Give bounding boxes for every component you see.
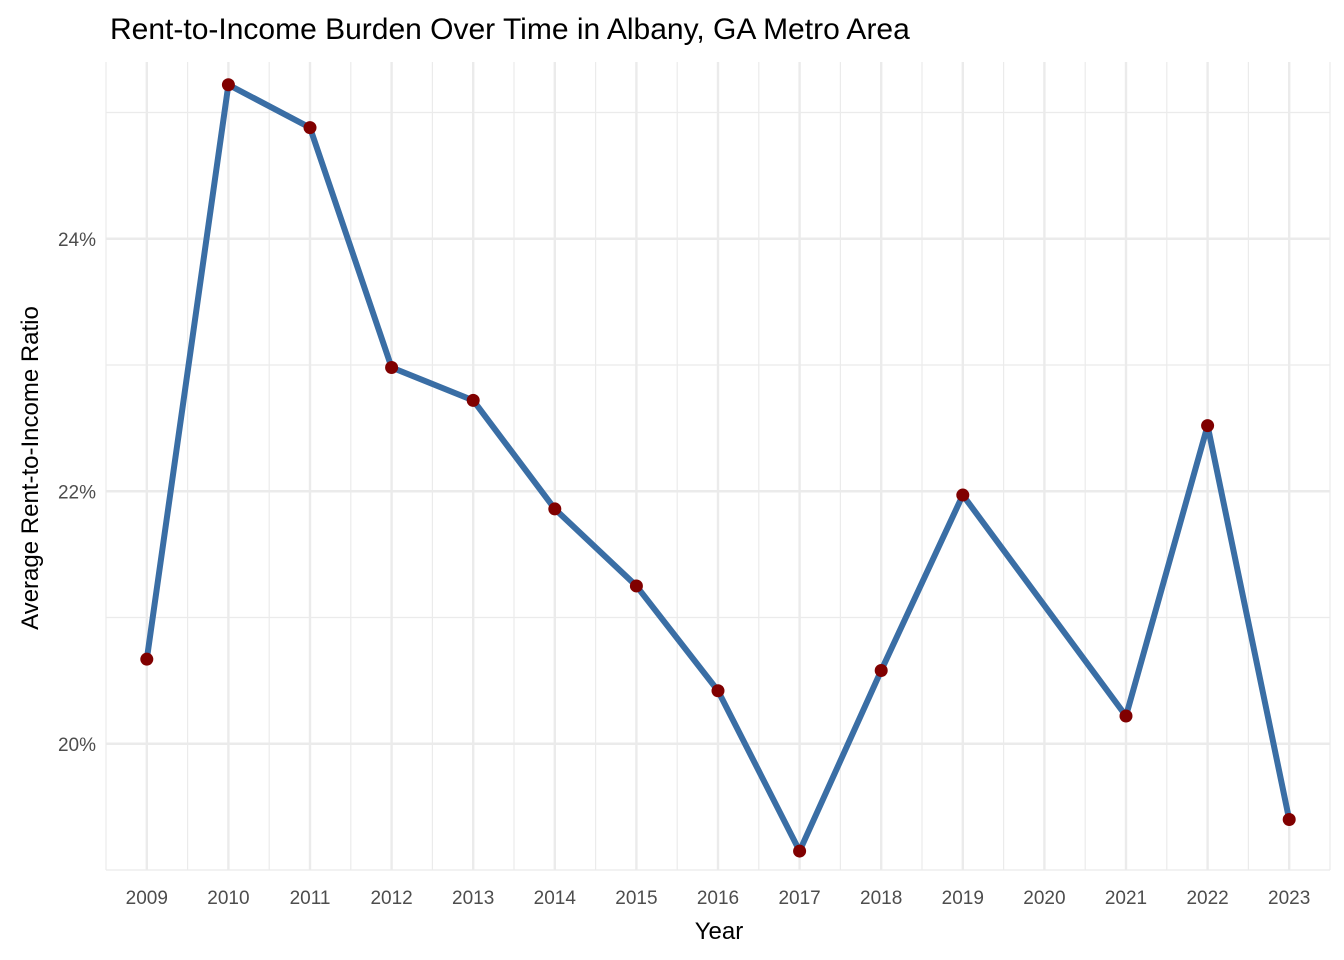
x-tick-label: 2016 [697,888,739,909]
data-point-2022 [1201,419,1215,433]
x-axis-tick-labels: 2009 2010 2011 2012 2013 2014 2015 2016 2017 2018… [126,888,1311,909]
x-tick-label: 2017 [778,888,820,909]
data-point-2009 [140,652,154,666]
x-axis-title: Year [695,918,744,945]
chart-title: Rent-to-Income Burden Over Time in Alban… [110,13,910,46]
data-point-2017 [793,844,807,858]
data-point-2018 [874,664,888,678]
data-point-2015 [629,579,643,593]
x-tick-label: 2012 [370,888,412,909]
data-point-2019 [956,488,970,502]
series-line-layer [143,81,1293,855]
x-tick-label: 2023 [1268,888,1310,909]
y-axis-title: Average Rent-to-Income Ratio [17,306,44,630]
x-tick-label: 2011 [290,888,331,909]
y-tick-label: 24% [58,230,96,251]
x-tick-label: 2013 [452,888,494,909]
data-point-2013 [466,393,480,407]
data-points [140,78,1296,858]
x-tick-label: 2015 [615,888,657,909]
gridlines [105,62,1331,871]
y-tick-label: 22% [58,482,96,503]
series-line [143,81,1293,855]
data-point-2023 [1282,813,1296,826]
y-axis-tick-labels: 20% 22% 24% [58,230,96,756]
x-tick-label: 2019 [942,888,984,909]
data-point-2021 [1119,709,1133,723]
x-tick-label: 2009 [126,888,168,909]
x-tick-label: 2010 [207,888,249,909]
data-point-2014 [548,502,562,516]
x-tick-label: 2021 [1105,888,1147,909]
x-tick-label: 2022 [1186,888,1228,909]
data-point-2010 [221,78,235,92]
y-tick-label: 20% [58,735,96,756]
x-tick-label: 2020 [1023,888,1065,909]
x-tick-label: 2018 [860,888,902,909]
x-tick-label: 2014 [534,888,577,909]
data-point-2012 [385,361,399,375]
data-point-2011 [303,121,317,135]
data-point-2016 [711,684,725,698]
